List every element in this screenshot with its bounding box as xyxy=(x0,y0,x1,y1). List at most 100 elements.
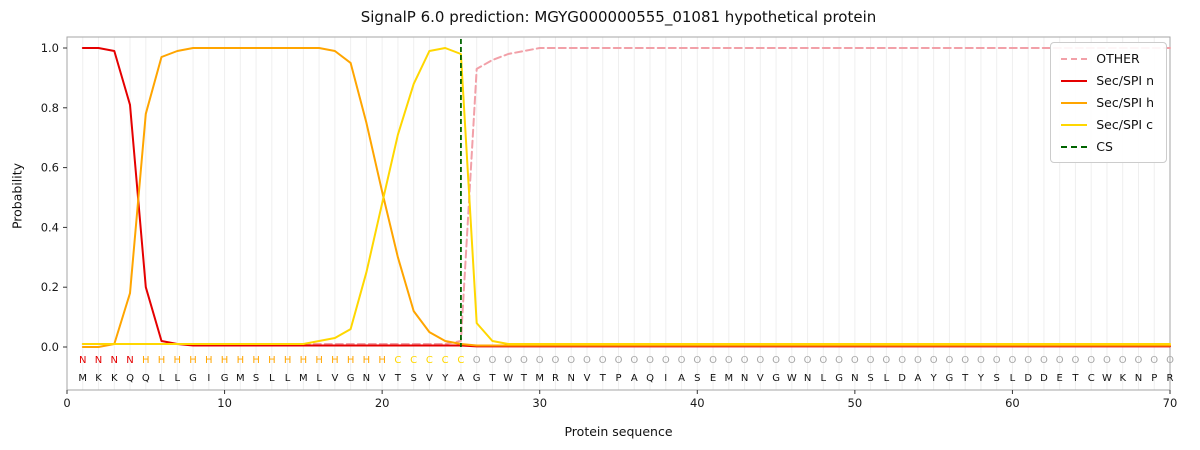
region-letter: N xyxy=(95,355,102,366)
sequence-letter: L xyxy=(1010,373,1016,384)
sequence-letter: V xyxy=(426,373,433,384)
region-letter: O xyxy=(630,355,638,366)
sequence-letter: S xyxy=(253,373,259,384)
sequence-letter: L xyxy=(821,373,827,384)
cs-line-swatch xyxy=(1061,145,1088,148)
legend-item-sec-spi-h: Sec/SPI h xyxy=(1061,95,1154,110)
sequence-letter: A xyxy=(914,373,921,384)
sequence-letter: K xyxy=(95,373,102,384)
region-letter: H xyxy=(252,355,260,366)
region-letter: O xyxy=(1150,355,1158,366)
sec-spi-c-line-swatch xyxy=(1061,123,1088,126)
y-tick-label: 0.2 xyxy=(41,280,59,294)
sequence-letter: N xyxy=(741,373,748,384)
region-letter: O xyxy=(851,355,859,366)
region-letter: O xyxy=(756,355,764,366)
region-letter: H xyxy=(237,355,245,366)
sequence-letter: A xyxy=(678,373,685,384)
region-letter: O xyxy=(898,355,906,366)
sequence-letter: V xyxy=(757,373,764,384)
region-letter: H xyxy=(158,355,166,366)
region-letter: H xyxy=(378,355,386,366)
sequence-letter: T xyxy=(961,373,969,384)
sequence-letter: M xyxy=(724,373,733,384)
y-axis-ticks: 0.0 0.2 0.4 0.6 0.8 1.0 xyxy=(41,41,67,354)
region-letter: C xyxy=(457,355,464,366)
sequence-letter: D xyxy=(1024,373,1032,384)
sequence-letter: Q xyxy=(646,373,654,384)
legend-item-cs: CS xyxy=(1061,139,1154,154)
sequence-letter: M xyxy=(78,373,87,384)
sequence-letter: L xyxy=(285,373,291,384)
sequence-letter: L xyxy=(316,373,322,384)
region-letter: O xyxy=(599,355,607,366)
region-letter: O xyxy=(1166,355,1174,366)
x-tick-label: 10 xyxy=(217,396,232,410)
region-letter: H xyxy=(331,355,339,366)
region-letter: O xyxy=(489,355,497,366)
region-letter: N xyxy=(126,355,133,366)
sequence-letter: G xyxy=(473,373,481,384)
x-tick-label: 70 xyxy=(1163,396,1178,410)
region-letter: O xyxy=(741,355,749,366)
x-tick-label: 30 xyxy=(532,396,547,410)
region-letter: O xyxy=(1008,355,1016,366)
sequence-letter: L xyxy=(175,373,181,384)
sequence-letter: A xyxy=(631,373,638,384)
region-letter: H xyxy=(189,355,197,366)
sequence-letter: Y xyxy=(441,373,449,384)
sequence-letter: M xyxy=(236,373,245,384)
series-line-sec-spi-h xyxy=(81,47,1171,348)
region-letter: O xyxy=(804,355,812,366)
legend-item-other: OTHER xyxy=(1061,51,1154,66)
region-letter: O xyxy=(914,355,922,366)
gridlines xyxy=(82,37,1171,390)
sequence-letter: G xyxy=(772,373,780,384)
sequence-letter: W xyxy=(503,373,513,384)
region-letter: N xyxy=(79,355,86,366)
series-line-sec-spi-n xyxy=(81,47,1171,348)
sequence-letter: C xyxy=(1088,373,1095,384)
region-letter: O xyxy=(473,355,481,366)
region-letter: O xyxy=(520,355,528,366)
sequence-letter: S xyxy=(867,373,873,384)
sequence-letter: G xyxy=(189,373,197,384)
x-tick-label: 50 xyxy=(848,396,863,410)
region-letter: H xyxy=(174,355,182,366)
x-axis-label: Protein sequence xyxy=(564,424,673,439)
region-letter: O xyxy=(1072,355,1080,366)
region-letter: H xyxy=(268,355,276,366)
sequence-letter: D xyxy=(898,373,906,384)
region-letter: O xyxy=(1056,355,1064,366)
region-letter: O xyxy=(1024,355,1032,366)
region-letter: O xyxy=(961,355,969,366)
sequence-letter: S xyxy=(410,373,416,384)
region-letter: O xyxy=(882,355,890,366)
sequence-letter: V xyxy=(584,373,591,384)
region-letter: O xyxy=(693,355,701,366)
sequence-letter: T xyxy=(394,373,402,384)
region-letter: O xyxy=(504,355,512,366)
region-letter: O xyxy=(1135,355,1143,366)
sequence-letter: V xyxy=(331,373,338,384)
sequence-letter: Y xyxy=(930,373,938,384)
other-line-swatch xyxy=(1061,57,1088,60)
x-tick-label: 20 xyxy=(375,396,390,410)
sequence-letter: N xyxy=(1135,373,1142,384)
region-letter: O xyxy=(772,355,780,366)
sequence-letter: L xyxy=(884,373,890,384)
sequence-letter: K xyxy=(1119,373,1126,384)
y-tick-label: 0.0 xyxy=(41,340,59,354)
region-letter: C xyxy=(394,355,401,366)
sequence-letter: G xyxy=(347,373,355,384)
y-tick-label: 0.4 xyxy=(41,220,59,234)
sequence-letter: M xyxy=(535,373,544,384)
region-letter: O xyxy=(662,355,670,366)
chart-title: SignalP 6.0 prediction: MGYG000000555_01… xyxy=(360,8,877,26)
region-letter: O xyxy=(867,355,875,366)
sequence-letter: I xyxy=(664,373,667,384)
